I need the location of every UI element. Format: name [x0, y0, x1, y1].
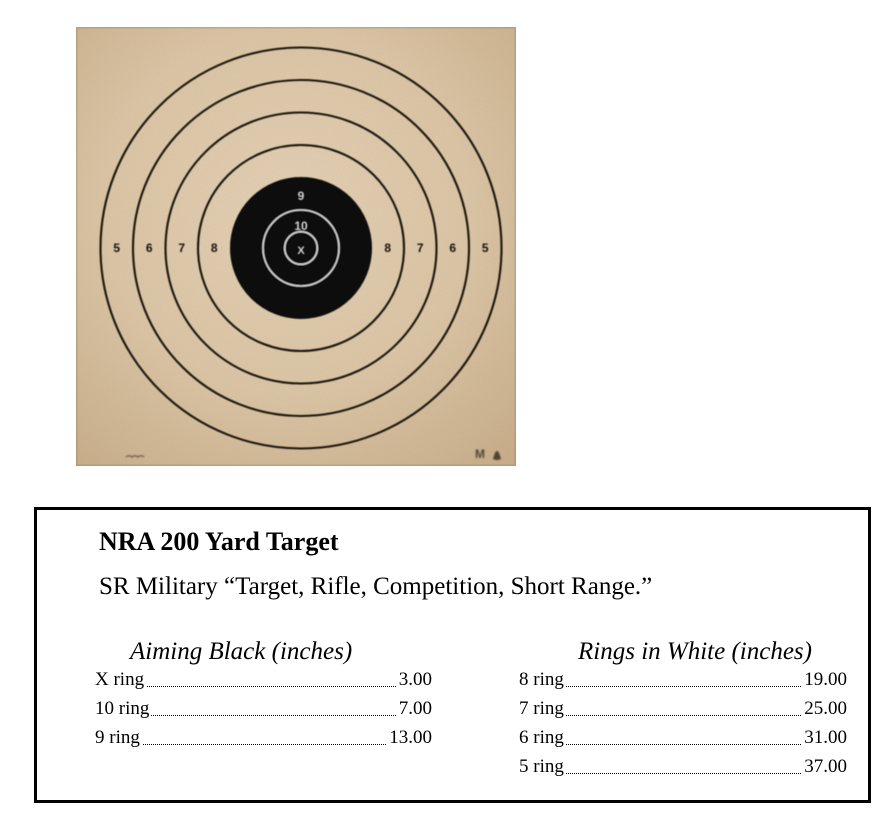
svg-text:8: 8	[211, 241, 218, 255]
svg-text:M: M	[475, 447, 485, 461]
svg-text:6: 6	[146, 241, 153, 255]
svg-text:5: 5	[482, 241, 489, 255]
svg-text:X: X	[297, 245, 305, 257]
svg-text:9: 9	[298, 189, 305, 203]
svg-text:7: 7	[178, 241, 185, 255]
svg-text:7: 7	[417, 241, 424, 255]
svg-text:10: 10	[294, 219, 308, 233]
svg-text:5: 5	[113, 241, 120, 255]
svg-text:6: 6	[449, 241, 456, 255]
svg-text:8: 8	[384, 241, 391, 255]
